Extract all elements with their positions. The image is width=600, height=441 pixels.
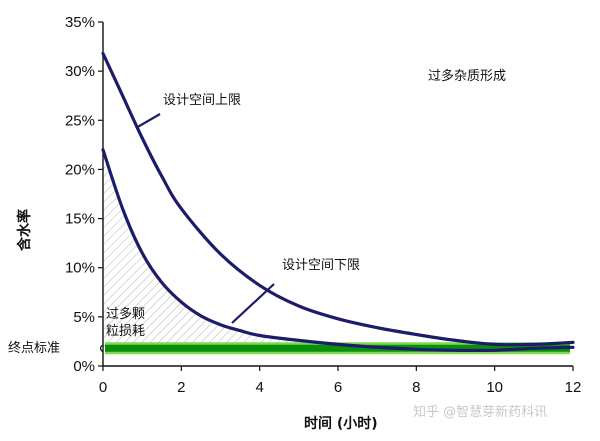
lower-limit-curve <box>101 148 575 353</box>
x-tick-labels: 0 2 4 6 8 10 12 <box>99 366 582 396</box>
y-tick-label: 35% <box>65 14 95 31</box>
y-tick-label: 30% <box>65 63 95 80</box>
y-tick-label: 10% <box>65 260 95 277</box>
upper-limit-pointer <box>135 113 161 129</box>
x-tick-label: 0 <box>99 379 107 396</box>
lower-limit-pointer <box>231 283 275 324</box>
annotation-particle-loss-line1: 过多颗 <box>106 306 145 322</box>
y-tick-label: 5% <box>73 309 95 326</box>
y-tick-label: 0% <box>73 358 95 375</box>
y-tick-label: 25% <box>65 112 95 129</box>
series-lines <box>101 51 575 353</box>
x-tick-label: 4 <box>255 379 263 396</box>
particle-loss-hatched-region <box>103 149 573 351</box>
y-axis-title: 含水率 <box>16 209 33 251</box>
y-tick-label: 15% <box>65 211 95 228</box>
annotation-lower-limit: 设计空间下限 <box>282 258 360 273</box>
x-tick-label: 2 <box>177 379 185 396</box>
annotation-upper-limit: 设计空间上限 <box>163 93 241 108</box>
y-tick-label: 20% <box>65 161 95 178</box>
watermark: 知乎 @智慧芽新药科讯 <box>413 404 547 420</box>
x-axis-title: 时间 (小时) <box>304 415 378 432</box>
y-tick-labels: 0% 5% 10% 15% 20% 25% 30% 35% <box>65 14 103 375</box>
x-tick-label: 12 <box>565 379 582 396</box>
annotation-endpoint-standard: 终点标准 <box>8 340 60 356</box>
hatch-area <box>103 149 573 351</box>
upper-limit-curve <box>101 51 575 347</box>
x-tick-label: 6 <box>334 379 342 396</box>
x-tick-label: 10 <box>486 379 503 396</box>
annotation-impurity: 过多杂质形成 <box>428 68 506 84</box>
x-tick-label: 8 <box>412 379 420 396</box>
endpoint-bracket <box>99 344 104 353</box>
annotation-particle-loss-line2: 粒损耗 <box>106 324 145 339</box>
